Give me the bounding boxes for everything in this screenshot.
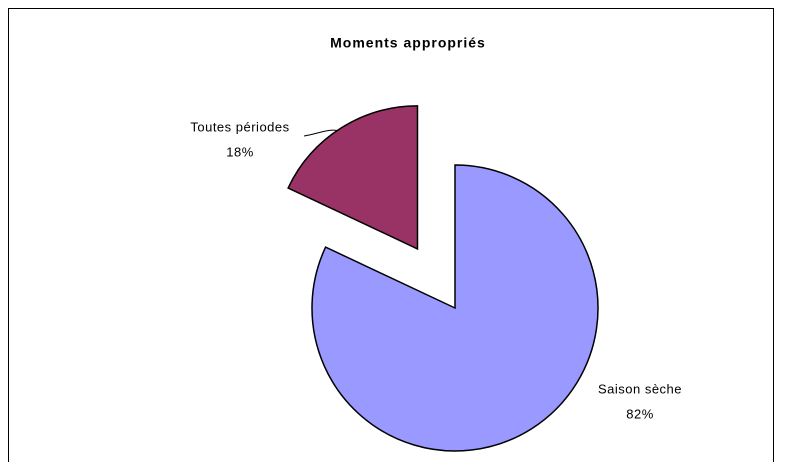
slice-value-label: 82%: [626, 406, 654, 421]
slice-label: Saison sèche: [598, 381, 682, 396]
pie-slice: [311, 164, 599, 452]
slice-label: Toutes périodes: [190, 119, 289, 134]
chart-title: Moments appropriés: [330, 35, 486, 51]
pie-slice: [287, 105, 419, 251]
slice-value-label: 18%: [226, 144, 254, 159]
